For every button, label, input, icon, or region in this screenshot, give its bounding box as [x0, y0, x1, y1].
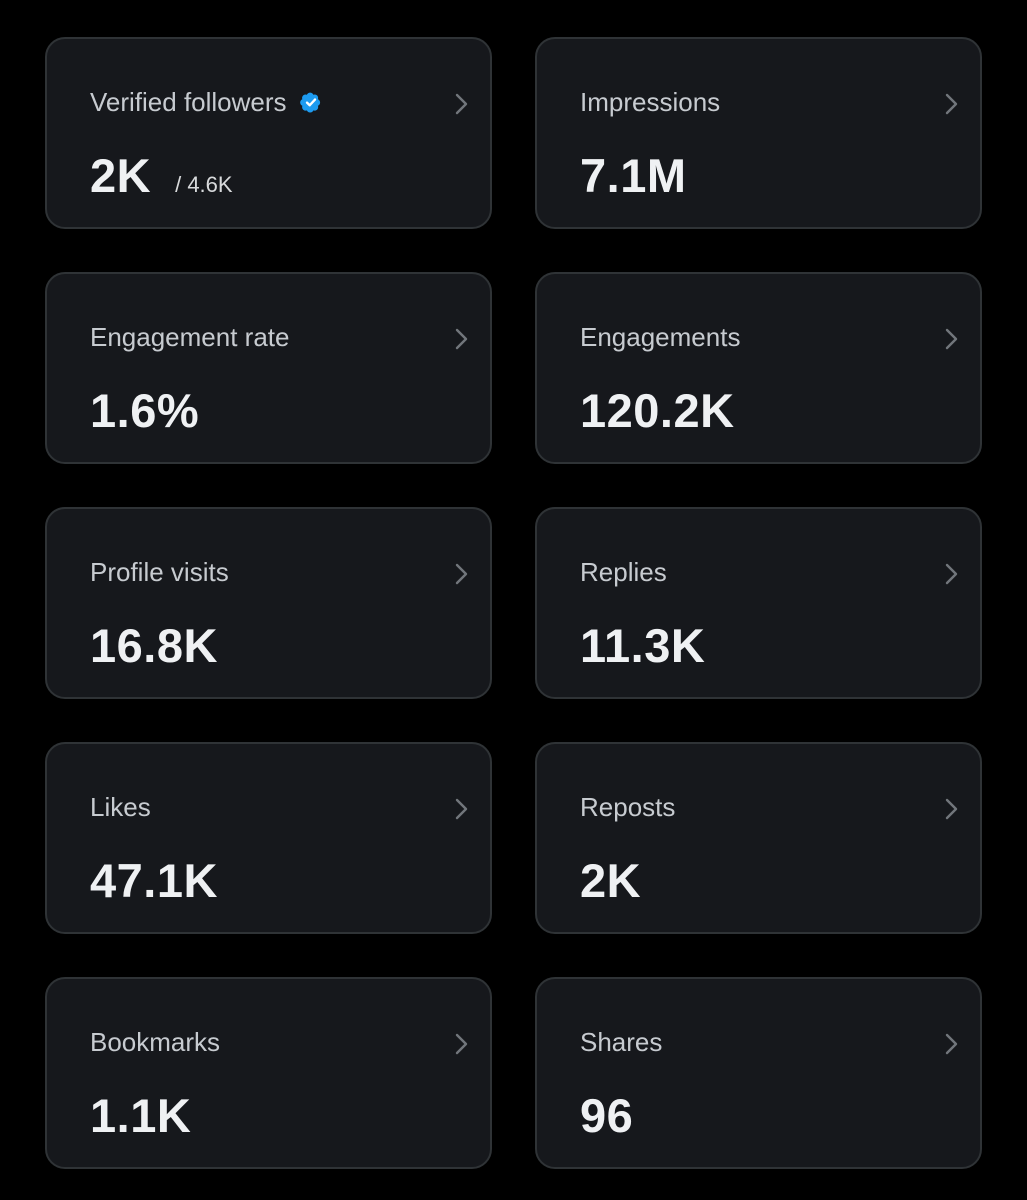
metric-card-shares[interactable]: Shares 96 — [535, 977, 982, 1169]
metric-value-row: 2K / 4.6K — [90, 151, 233, 201]
metric-label-row: Shares — [580, 1026, 662, 1058]
chevron-right-icon — [942, 797, 962, 821]
metric-value-row: 2K — [580, 856, 641, 906]
chevron-right-icon — [452, 92, 472, 116]
metric-label: Engagements — [580, 322, 741, 352]
metric-label: Profile visits — [90, 557, 229, 587]
metric-value: 47.1K — [90, 854, 218, 907]
metric-card-replies[interactable]: Replies 11.3K — [535, 507, 982, 699]
metric-value: 16.8K — [90, 619, 218, 672]
metric-label-row: Engagements — [580, 321, 740, 353]
metric-value: 7.1M — [580, 149, 687, 202]
chevron-right-icon — [452, 327, 472, 351]
metric-card-engagements[interactable]: Engagements 120.2K — [535, 272, 982, 464]
chevron-right-icon — [452, 1032, 472, 1056]
metric-value: 1.6% — [90, 384, 200, 437]
metric-value-row: 47.1K — [90, 856, 218, 906]
metric-value-row: 120.2K — [580, 386, 735, 436]
metric-card-reposts[interactable]: Reposts 2K — [535, 742, 982, 934]
metric-label-row: Profile visits — [90, 556, 229, 588]
metric-label: Impressions — [580, 87, 721, 117]
metric-label-row: Likes — [90, 791, 151, 823]
chevron-right-icon — [942, 1032, 962, 1056]
verified-badge-icon — [298, 89, 324, 115]
metric-card-bookmarks[interactable]: Bookmarks 1.1K — [45, 977, 492, 1169]
chevron-right-icon — [942, 562, 962, 586]
metric-value: 1.1K — [90, 1089, 192, 1142]
metric-value-row: 96 — [580, 1091, 633, 1141]
metric-label-row: Bookmarks — [90, 1026, 220, 1058]
metric-label-row: Impressions — [580, 86, 720, 118]
chevron-right-icon — [452, 797, 472, 821]
metric-label-row: Verified followers — [90, 86, 324, 118]
metric-value-row: 1.6% — [90, 386, 199, 436]
metric-card-profile-visits[interactable]: Profile visits 16.8K — [45, 507, 492, 699]
metric-value-row: 1.1K — [90, 1091, 191, 1141]
metric-card-likes[interactable]: Likes 47.1K — [45, 742, 492, 934]
metric-label-row: Replies — [580, 556, 667, 588]
metric-value-row: 16.8K — [90, 621, 218, 671]
metric-label: Bookmarks — [90, 1027, 221, 1057]
metric-value-row: 11.3K — [580, 621, 705, 671]
metric-value: 2K — [580, 854, 642, 907]
metric-value: 96 — [580, 1089, 634, 1142]
metric-value: 2K — [90, 149, 152, 202]
metric-label: Reposts — [580, 792, 676, 822]
metric-label: Verified followers — [90, 87, 287, 117]
metric-label: Replies — [580, 557, 667, 587]
chevron-right-icon — [942, 92, 962, 116]
metric-card-engagement-rate[interactable]: Engagement rate 1.6% — [45, 272, 492, 464]
metric-label-row: Engagement rate — [90, 321, 289, 353]
metric-label-row: Reposts — [580, 791, 675, 823]
chevron-right-icon — [942, 327, 962, 351]
metric-label: Engagement rate — [90, 322, 290, 352]
metrics-grid: Verified followers 2K / 4.6K Impressions… — [45, 37, 982, 1169]
metric-label: Shares — [580, 1027, 663, 1057]
metric-card-verified-followers[interactable]: Verified followers 2K / 4.6K — [45, 37, 492, 229]
metric-value: 11.3K — [580, 619, 706, 672]
metric-secondary-value: / 4.6K — [175, 172, 233, 197]
chevron-right-icon — [452, 562, 472, 586]
metric-card-impressions[interactable]: Impressions 7.1M — [535, 37, 982, 229]
metric-value: 120.2K — [580, 384, 735, 437]
metric-label: Likes — [90, 792, 151, 822]
metric-value-row: 7.1M — [580, 151, 687, 201]
